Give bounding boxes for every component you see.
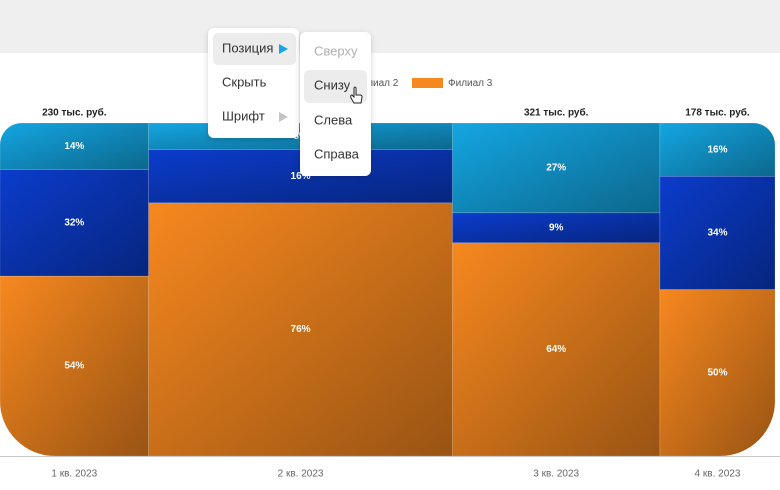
segment <box>452 242 661 456</box>
submenu-arrow <box>279 112 288 122</box>
menu-highlight <box>213 33 296 65</box>
segment-label: 50% <box>707 367 727 378</box>
segment-label: 14% <box>64 141 84 152</box>
submenu-item[interactable]: Слева <box>314 112 353 127</box>
menu-item[interactable]: Скрыть <box>222 74 267 89</box>
legend-swatch <box>412 78 443 88</box>
segment-label: 27% <box>546 163 566 174</box>
segment <box>0 169 149 277</box>
total-label: 230 тыс. руб. <box>42 107 107 119</box>
segment-label: 64% <box>546 344 566 355</box>
segment <box>659 123 775 177</box>
plot <box>0 123 775 456</box>
segment <box>659 289 775 456</box>
submenu-arrow <box>279 44 288 54</box>
segment-label: 9% <box>549 223 564 234</box>
segment <box>452 123 661 214</box>
segment <box>148 202 453 456</box>
labels: 14%32%54%230 тыс. руб.1 кв. 20238%16%76%… <box>42 107 750 480</box>
submenu-item[interactable]: Справа <box>314 146 360 161</box>
segment-label: 32% <box>64 218 84 229</box>
segment <box>0 275 149 456</box>
x-tick-label: 4 кв. 2023 <box>695 469 741 480</box>
legend-label: Филиал 2 <box>354 78 399 89</box>
submenu-item[interactable]: Снизу <box>314 77 351 92</box>
segment-label: 76% <box>291 324 311 335</box>
legend-label: Филиал 3 <box>448 78 493 89</box>
segment-label: 16% <box>291 171 311 182</box>
cursor <box>350 86 363 104</box>
x-tick-label: 1 кв. 2023 <box>51 469 97 480</box>
segment-label: 54% <box>64 361 84 372</box>
total-label: 178 тыс. руб. <box>685 107 750 119</box>
segment <box>452 212 661 244</box>
top-bar <box>0 0 780 53</box>
context-menu: Позиция Скрыть Шрифт Сверху Снизу Слева … <box>208 28 371 176</box>
segment-label: 34% <box>707 228 727 239</box>
segment <box>0 123 149 170</box>
x-tick-label: 2 кв. 2023 <box>278 469 324 480</box>
segment <box>659 175 775 290</box>
segment-label: 16% <box>707 144 727 155</box>
submenu-panel <box>300 32 371 176</box>
x-tick-label: 3 кв. 2023 <box>533 469 579 480</box>
total-label: 321 тыс. руб. <box>524 107 589 119</box>
submenu-item-disabled: Сверху <box>314 43 358 58</box>
menu-item[interactable]: Шрифт <box>222 108 265 123</box>
menu-item[interactable]: Позиция <box>222 40 273 55</box>
